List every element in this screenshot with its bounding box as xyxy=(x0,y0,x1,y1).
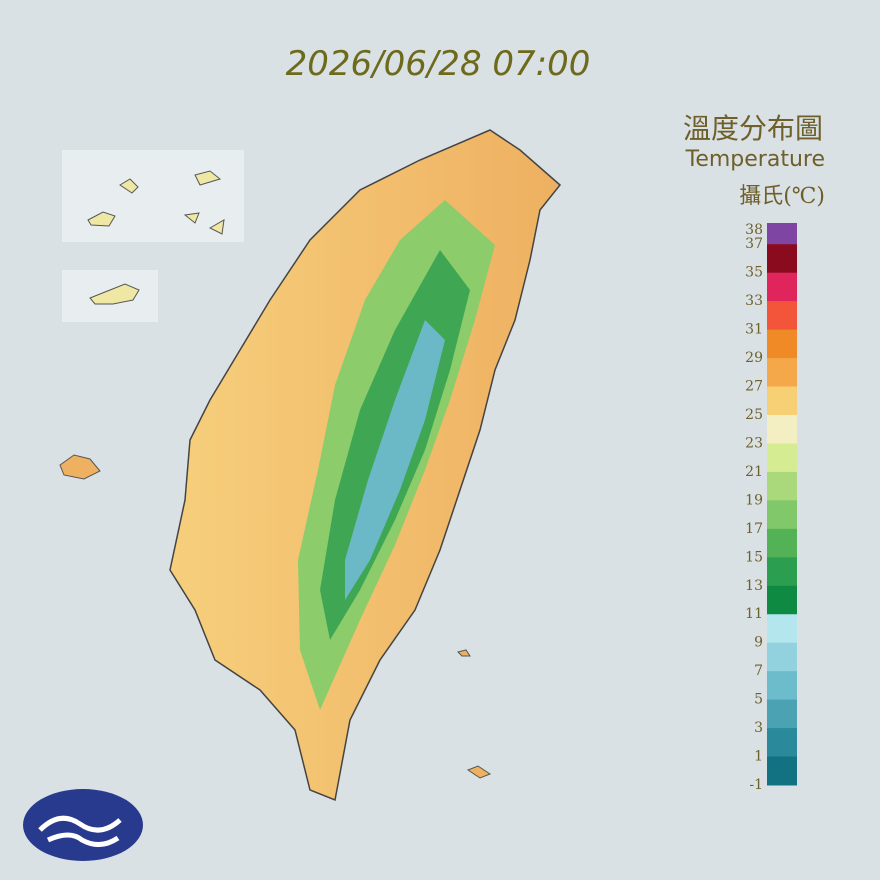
timestamp: 2026/06/28 07:00 xyxy=(286,44,591,84)
legend-tick-label: 15 xyxy=(745,549,763,565)
colorbar-segment xyxy=(767,756,797,786)
legend-tick-label: 37 xyxy=(745,236,763,252)
colorbar-segment xyxy=(767,500,797,530)
colorbar-segment xyxy=(767,728,797,758)
legend-tick-label: 1 xyxy=(754,749,763,765)
legend-tick-label: 9 xyxy=(754,635,763,651)
legend-tick-label: 35 xyxy=(745,265,763,281)
colorbar-segment xyxy=(767,329,797,359)
colorbar-segment xyxy=(767,358,797,388)
legend-tick-label: 23 xyxy=(745,435,763,451)
legend-tick-label: 3 xyxy=(754,720,763,736)
legend-tick-label: -1 xyxy=(749,777,763,793)
legend-tick-label: 5 xyxy=(754,692,763,708)
colorbar-segment xyxy=(767,443,797,473)
colorbar-segment xyxy=(767,244,797,274)
colorbar-segment xyxy=(767,671,797,701)
colorbar-segment xyxy=(767,386,797,416)
legend-tick-label: 38 xyxy=(745,222,763,238)
legend-tick-label: 13 xyxy=(745,578,763,594)
colorbar-segment xyxy=(767,223,797,245)
colorbar-segment xyxy=(767,642,797,672)
legend-tick-label: 29 xyxy=(745,350,763,366)
legend-tick-label: 33 xyxy=(745,293,763,309)
colorbar-segment xyxy=(767,272,797,302)
legend-title: 溫度分布圖 xyxy=(683,112,823,145)
legend-tick-label: 7 xyxy=(754,663,763,679)
colorbar-segment xyxy=(767,471,797,501)
legend-subtitle: Temperature xyxy=(685,147,825,172)
colorbar-segment xyxy=(767,301,797,331)
legend-tick-label: 31 xyxy=(745,322,763,338)
legend-tick-label: 27 xyxy=(745,379,763,395)
colorbar-segment xyxy=(767,699,797,729)
colorbar-segment xyxy=(767,415,797,444)
colorbar-segment xyxy=(767,614,797,644)
legend-tick-label: 11 xyxy=(745,606,763,622)
colorbar-segment xyxy=(767,528,797,558)
legend-tick-label: 25 xyxy=(745,407,763,423)
legend-tick-label: 19 xyxy=(745,492,763,508)
islands xyxy=(87,170,225,305)
legend-tick-label: 17 xyxy=(745,521,763,537)
logo-waves xyxy=(38,815,122,847)
legend-unit: 攝氏(℃) xyxy=(739,184,825,209)
penghu-islands xyxy=(59,454,492,779)
colorbar-segment xyxy=(767,585,797,615)
colorbar-segment xyxy=(767,557,797,587)
peaks xyxy=(345,320,445,600)
legend-tick-label: 21 xyxy=(745,464,763,480)
